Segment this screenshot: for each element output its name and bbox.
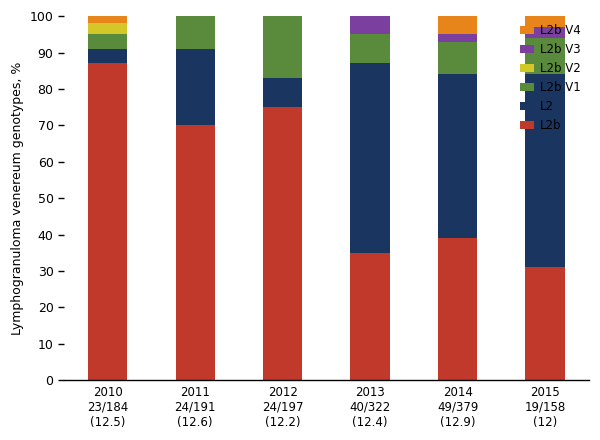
Bar [88, 63, 127, 380]
Bar [438, 16, 478, 34]
Bar [176, 125, 215, 380]
Bar [438, 238, 478, 380]
Bar [526, 74, 565, 268]
Bar [88, 16, 127, 23]
Bar [88, 34, 127, 49]
Bar [526, 38, 565, 74]
Bar [350, 16, 390, 34]
Bar [176, 49, 215, 125]
Bar [88, 49, 127, 63]
Bar [176, 16, 215, 49]
Bar [350, 253, 390, 380]
Bar [526, 268, 565, 380]
Y-axis label: Lymphogranuloma venereum genotypes, %: Lymphogranuloma venereum genotypes, % [11, 62, 24, 335]
Bar [350, 34, 390, 63]
Bar [526, 16, 565, 27]
Bar [526, 27, 565, 38]
Bar [263, 107, 302, 380]
Legend: L2b V4, L2b V3, L2b V2, L2b V1, L2, L2b: L2b V4, L2b V3, L2b V2, L2b V1, L2, L2b [517, 22, 583, 134]
Bar [438, 42, 478, 74]
Bar [88, 23, 127, 34]
Bar [438, 74, 478, 238]
Bar [263, 78, 302, 107]
Bar [350, 63, 390, 253]
Bar [438, 34, 478, 42]
Bar [263, 16, 302, 78]
